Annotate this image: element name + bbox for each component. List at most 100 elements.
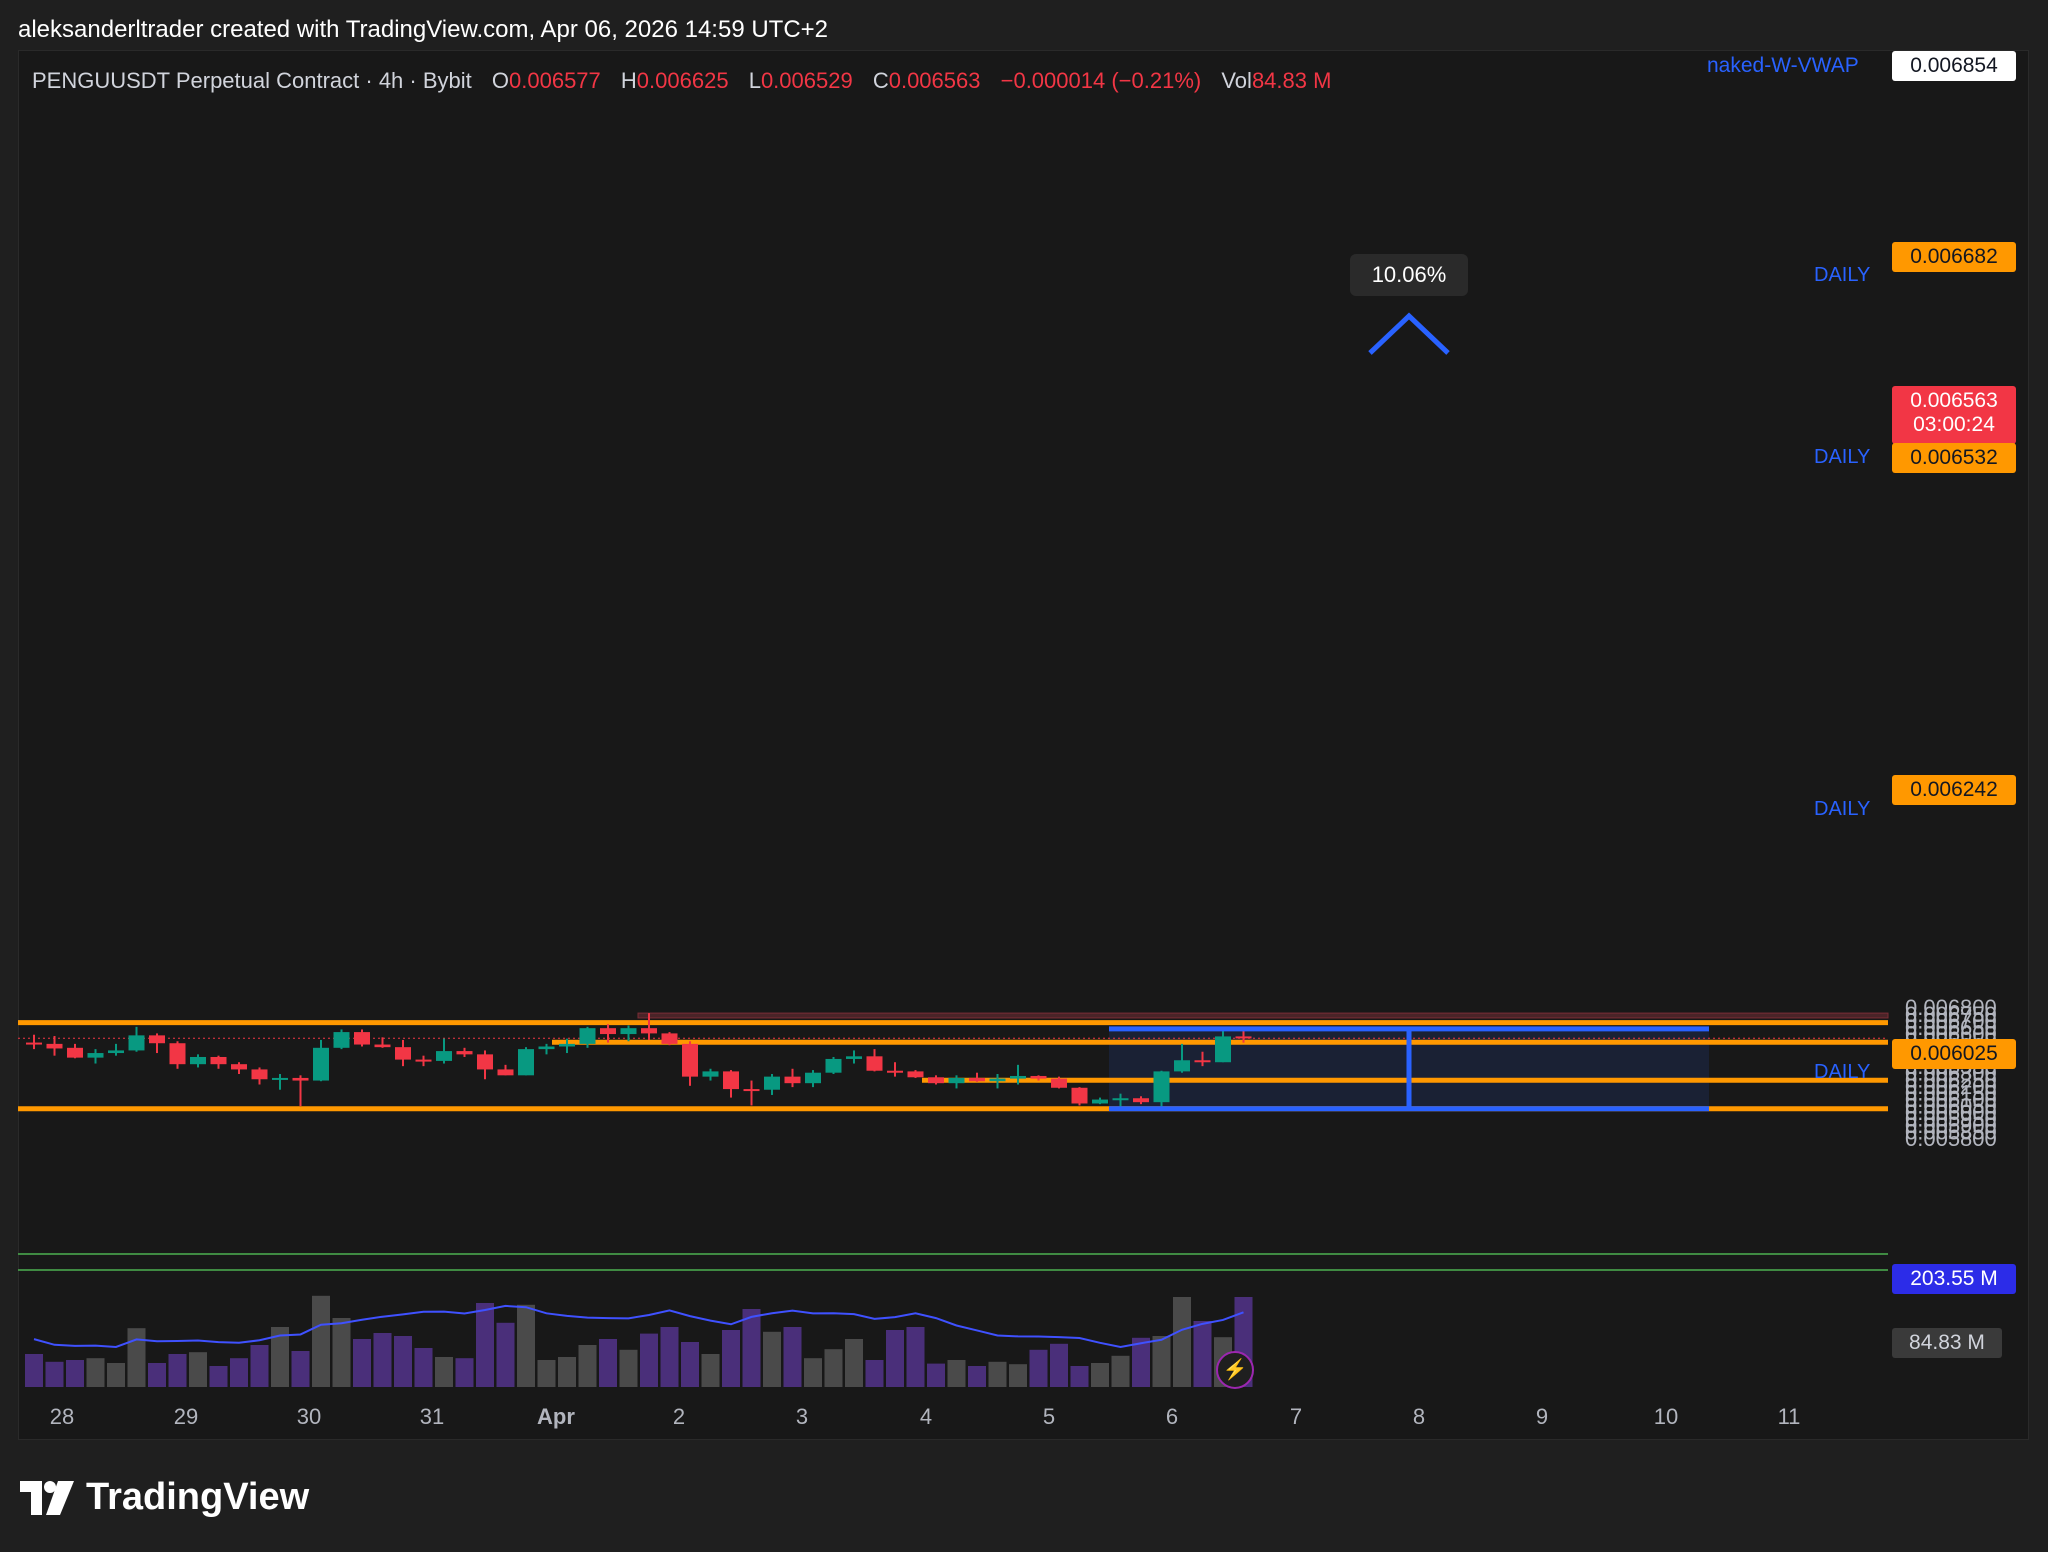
volume-ma-tag: 203.55 M [1892,1264,2016,1294]
open-label: O [491,68,510,93]
candle-body [190,1056,206,1065]
close-label: C [872,68,889,93]
time-axis-tick: 2 [673,1404,685,1429]
candle-body [374,1044,391,1048]
candle-body [1194,1060,1211,1063]
price-axis-tick: 0.006200 [1905,1074,1997,1099]
candle-body [1153,1071,1170,1103]
price-axis-tick: 0.006050 [1905,1093,1997,1118]
volume-bar [783,1327,802,1387]
daily-label-bottom: DAILY [1814,1061,1871,1083]
daily-label-top: DAILY [1814,264,1871,286]
volume-bar [230,1358,248,1387]
volume-bar [640,1333,658,1387]
volume-bar [722,1330,740,1387]
volume-bar [1091,1363,1109,1387]
volume-ma-line [33,1304,1244,1348]
candle-body [1051,1078,1067,1088]
candle-body [477,1054,493,1070]
volume-bar [1050,1343,1068,1387]
candle-body [538,1046,555,1050]
volume-bar [1070,1366,1089,1387]
symbol-name[interactable]: PENGUUSDT Perpetual Contract · 4h · Bybi… [32,68,472,93]
candle-body [1235,1036,1252,1039]
candle-body [231,1064,247,1070]
daily-label-lower: DAILY [1814,798,1871,820]
candle-body [333,1032,350,1048]
candle-body [600,1028,616,1035]
volume-bar [1193,1321,1212,1387]
candle-body [887,1070,903,1073]
tradingview-logo[interactable]: TradingView [20,1476,309,1519]
candle-body [1010,1075,1026,1079]
supply-zone-rect [637,1012,1889,1019]
volume-bar [373,1333,392,1387]
time-axis-tick: 29 [174,1404,198,1429]
candle-body [682,1043,698,1077]
volume-value: 84.83 M [1251,68,1332,93]
volume-bar [435,1357,453,1387]
candle-body [46,1043,63,1049]
tradingview-brand: TradingView [86,1476,310,1518]
high-value: 0.006625 [636,68,729,93]
lightning-bolt-icon[interactable]: ⚡ [1216,1351,1254,1389]
volume-bar [947,1360,966,1387]
candle-body [620,1028,637,1035]
measure-percent-label[interactable]: 10.06% [1350,254,1468,296]
time-axis-tick: 30 [297,1404,321,1429]
candle-body [948,1077,965,1084]
volume-bar [578,1345,597,1387]
candle-body [1174,1060,1190,1072]
candle-body [743,1089,760,1092]
time-axis-tick: 28 [50,1404,74,1429]
candle-body [559,1043,575,1047]
volume-bar [107,1363,125,1387]
volume-bar [599,1339,617,1387]
volume-bar [906,1327,925,1387]
volume-bar [414,1348,433,1387]
daily-level-tag-lower: 0.006242 [1892,775,2016,805]
volume-bar [45,1361,64,1387]
time-axis-tick: 9 [1536,1404,1548,1429]
price-axis-tick: 0.006800 [1905,995,1997,1020]
price-axis-tick: 0.005850 [1905,1120,1997,1145]
price-axis-tick: 0.005800 [1905,1126,1997,1151]
volume-bar [763,1331,781,1387]
volume-bar [496,1322,515,1387]
time-axis-tick: 31 [420,1404,444,1429]
chart-pane[interactable] [18,50,2029,1440]
candle-body [1071,1087,1088,1104]
volume-bar [148,1363,166,1387]
candle-body [149,1035,165,1044]
candle-body [846,1056,862,1059]
candle-body [128,1035,145,1051]
candle-body [805,1072,821,1084]
time-axis-tick: 8 [1413,1404,1425,1429]
last-price-value: 0.006563 [1910,389,1998,412]
price-axis-tick: 0.006650 [1905,1015,1997,1040]
volume-bar [1029,1349,1048,1387]
volume-bar [1009,1364,1027,1387]
volume-bar [619,1349,638,1387]
volume-bar [1132,1337,1150,1387]
candle-body [415,1059,432,1062]
time-axis-tick: 7 [1290,1404,1302,1429]
daily-level-tag-mid: 0.006532 [1892,443,2016,473]
candle-body [395,1047,411,1060]
vwap-indicator-label[interactable]: naked-W-VWAP [1707,54,1859,77]
volume-bar [988,1361,1007,1387]
time-axis-tick: 5 [1043,1404,1055,1429]
candle-body [907,1071,924,1078]
time-axis-tick: 3 [796,1404,808,1429]
volume-tag: 84.83 M [1892,1328,2002,1358]
candle-body [1092,1099,1108,1104]
symbol-legend: PENGUUSDT Perpetual Contract · 4h · Bybi… [32,68,1333,94]
candle-body [702,1071,719,1077]
volume-bar [312,1295,330,1387]
vwap-price-tag: 0.006854 [1892,51,2016,81]
price-axis-tick: 0.006700 [1905,1008,1997,1033]
volume-bar [681,1342,699,1387]
daily-level-tag-top: 0.006682 [1892,242,2016,272]
low-label: L [748,68,761,93]
